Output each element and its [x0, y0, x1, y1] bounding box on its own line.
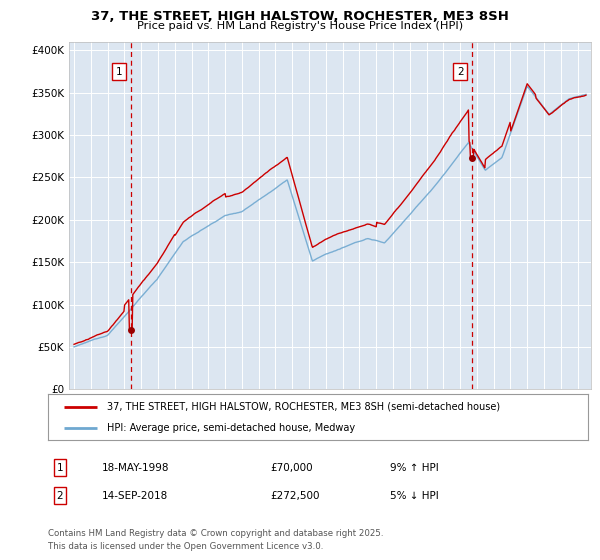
Text: 2: 2 [56, 491, 64, 501]
Text: 5% ↓ HPI: 5% ↓ HPI [390, 491, 439, 501]
Text: 1: 1 [56, 463, 64, 473]
Text: 2: 2 [457, 67, 464, 77]
Text: Price paid vs. HM Land Registry's House Price Index (HPI): Price paid vs. HM Land Registry's House … [137, 21, 463, 31]
Text: 37, THE STREET, HIGH HALSTOW, ROCHESTER, ME3 8SH: 37, THE STREET, HIGH HALSTOW, ROCHESTER,… [91, 10, 509, 23]
Text: 1: 1 [116, 67, 122, 77]
Text: Contains HM Land Registry data © Crown copyright and database right 2025.
This d: Contains HM Land Registry data © Crown c… [48, 529, 383, 552]
Text: £70,000: £70,000 [270, 463, 313, 473]
Text: 18-MAY-1998: 18-MAY-1998 [102, 463, 170, 473]
Text: 9% ↑ HPI: 9% ↑ HPI [390, 463, 439, 473]
Text: HPI: Average price, semi-detached house, Medway: HPI: Average price, semi-detached house,… [107, 423, 356, 433]
Text: 14-SEP-2018: 14-SEP-2018 [102, 491, 168, 501]
Text: £272,500: £272,500 [270, 491, 320, 501]
Text: 37, THE STREET, HIGH HALSTOW, ROCHESTER, ME3 8SH (semi-detached house): 37, THE STREET, HIGH HALSTOW, ROCHESTER,… [107, 402, 500, 412]
